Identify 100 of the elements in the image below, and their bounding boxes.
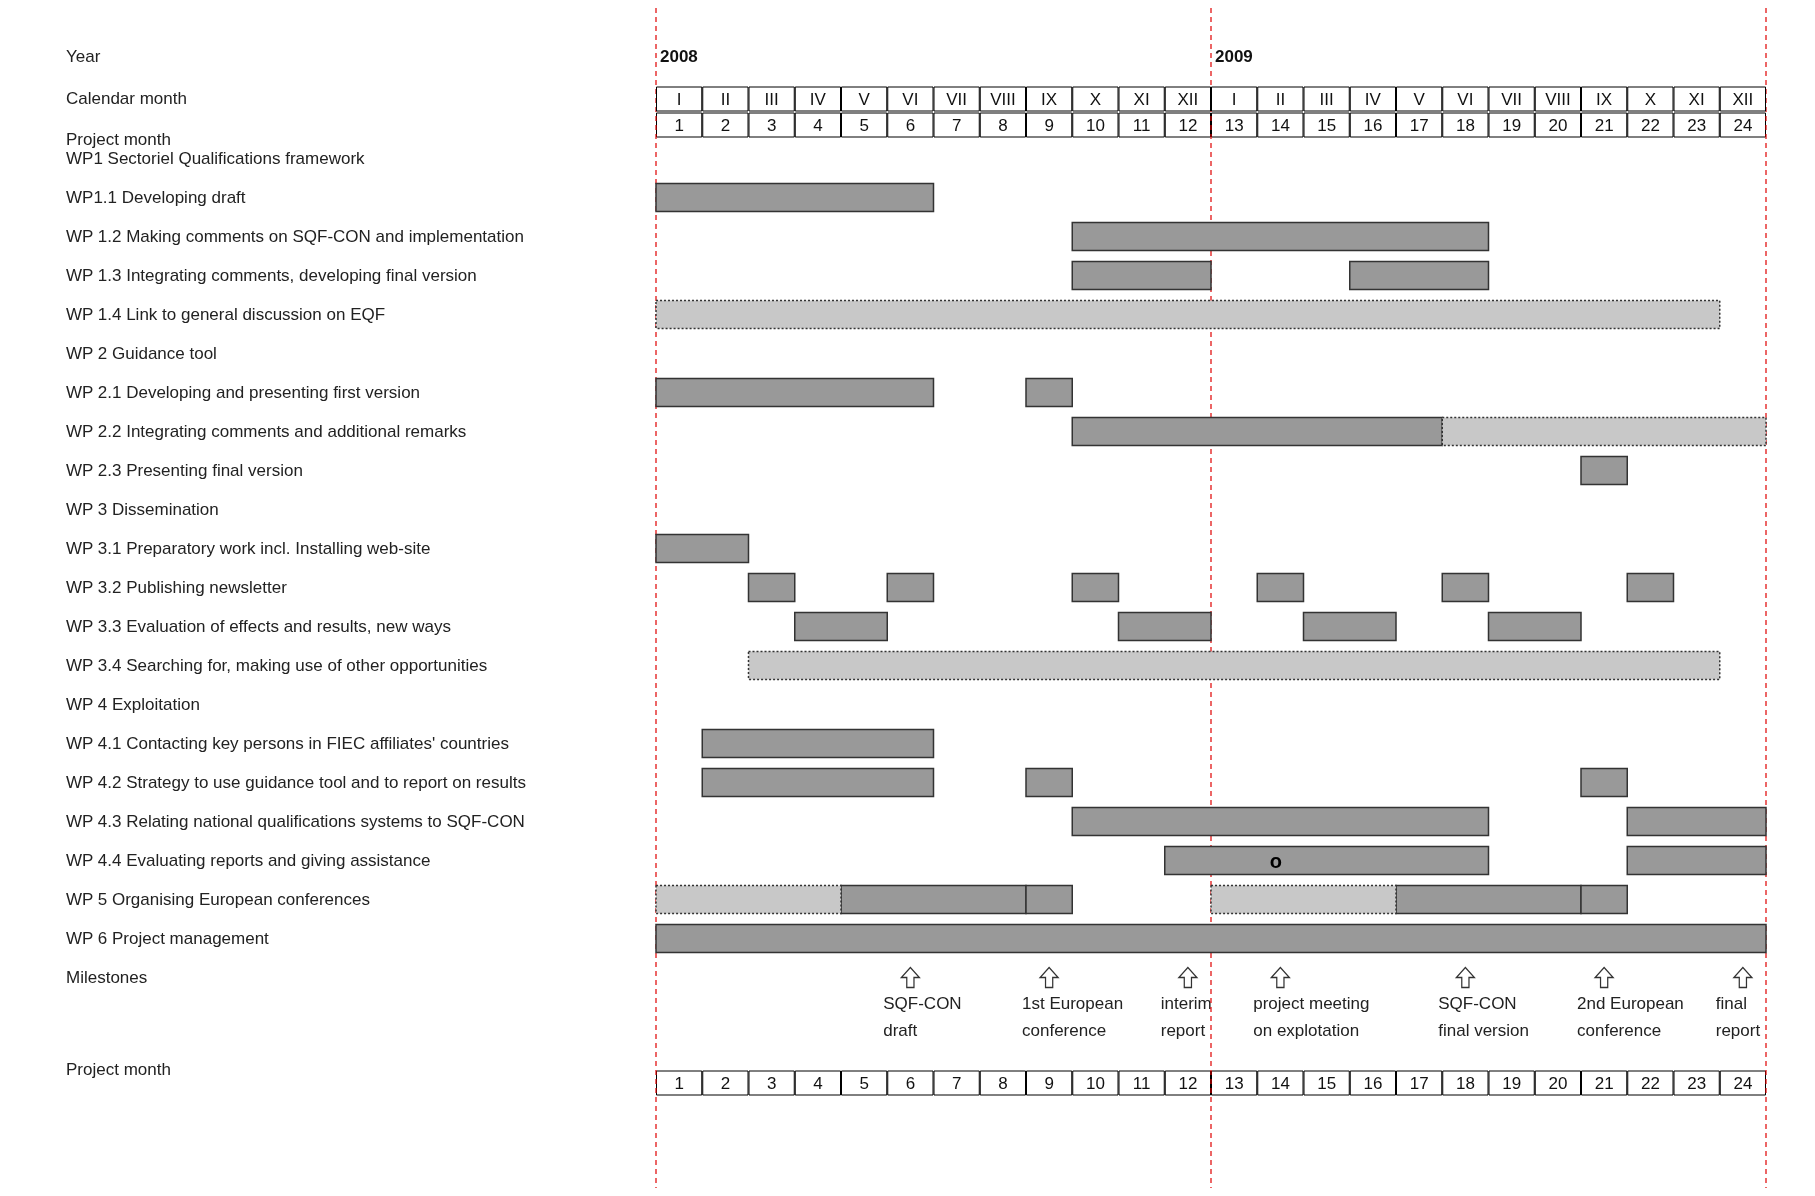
annotation: interim report xyxy=(1160,993,1212,1040)
x2-tick-label: 14 xyxy=(1270,1073,1290,1093)
y-tick-label: WP 2.2 Integrating comments and additional remarks xyxy=(66,422,467,441)
text: V xyxy=(1413,89,1426,109)
y-tick-label: WP 5 Organising European conferences xyxy=(66,890,370,909)
x2-axis-title: Project month xyxy=(66,129,171,149)
x-tick-label: 5 xyxy=(859,115,869,135)
bar xyxy=(886,572,935,603)
x-tick-label: 14 xyxy=(1270,115,1290,135)
x2-tick-label: 2 xyxy=(720,1073,731,1093)
bar xyxy=(1071,221,1490,252)
y-tick-label: WP 6 Project management xyxy=(66,929,270,948)
x-tick-label: 12 xyxy=(1178,115,1198,135)
bar xyxy=(1117,611,1212,642)
bar xyxy=(701,767,935,798)
x-tick-label: 20 xyxy=(1548,115,1568,135)
text: I xyxy=(1231,89,1237,109)
y-tick-label: WP 3.3 Evaluation of effects and results, new ways xyxy=(66,617,451,636)
x-tick-label: 17 xyxy=(1409,115,1429,135)
bar xyxy=(1626,806,1767,837)
text: V xyxy=(858,89,871,109)
y-tick-label: WP1.1 Developing draft xyxy=(66,188,246,207)
x2-tick-label: 18 xyxy=(1455,1073,1475,1093)
x-tick-label: 16 xyxy=(1363,115,1383,135)
annotation: 1st European conference xyxy=(1022,993,1124,1040)
x2-tick-label: 7 xyxy=(951,1073,962,1093)
text: VII xyxy=(1501,89,1523,109)
bar xyxy=(1071,572,1120,603)
y-tick-label: WP 3.4 Searching for, making use of other opportunities xyxy=(66,656,488,675)
text: VI xyxy=(1457,89,1474,109)
x2-tick-label: 15 xyxy=(1317,1073,1337,1093)
x2-tick-label: 19 xyxy=(1502,1073,1522,1093)
y-tick-label: WP 2 Guidance tool xyxy=(66,344,217,363)
text: VIII xyxy=(990,89,1016,109)
y-tick-label: WP 4 Exploitation xyxy=(66,695,200,714)
x-tick-label: 7 xyxy=(951,115,962,135)
bar xyxy=(655,182,935,213)
y-tick-label: WP 4.2 Strategy to use guidance tool and to report on results xyxy=(66,773,526,792)
y-tick-label: WP 4.4 Evaluating reports and giving assistance xyxy=(66,851,431,870)
bar xyxy=(1441,572,1490,603)
bar xyxy=(1302,611,1397,642)
annotation: o xyxy=(1269,849,1282,872)
y-tick-label: WP 2.1 Developing and presenting first version xyxy=(66,383,421,402)
x2-tick-label: 1 xyxy=(674,1073,684,1093)
x-tick-label: 6 xyxy=(905,115,916,135)
x2-tick-label: 20 xyxy=(1548,1073,1568,1093)
text: X xyxy=(1644,89,1657,109)
x-tick-label: 4 xyxy=(813,115,823,135)
x-tick-label: 23 xyxy=(1687,115,1707,135)
x2-tick-label: 24 xyxy=(1733,1073,1753,1093)
y-tick-label: WP 1.4 Link to general discussion on EQF xyxy=(66,305,386,324)
x2-tick-label: 11 xyxy=(1132,1073,1151,1093)
bar xyxy=(655,377,935,408)
y-tick-label: WP 3.1 Preparatory work incl. Installing web-site xyxy=(66,539,431,558)
bar xyxy=(1487,611,1582,642)
x-tick-label: 13 xyxy=(1224,115,1244,135)
bar xyxy=(655,533,750,564)
x-tick-label: 1 xyxy=(674,115,684,135)
y-tick-label: WP 1.3 Integrating comments, developing final version xyxy=(66,266,477,285)
x2-tick-label: 4 xyxy=(813,1073,823,1093)
text: 2009 xyxy=(1215,47,1253,66)
y-tick-label: WP 4.3 Relating national qualifications systems to SQF-CON xyxy=(66,812,525,831)
text: II xyxy=(720,89,731,109)
y-tick-label: WP 2.3 Presenting final version xyxy=(66,461,303,480)
y-tick-label: WP 1.2 Making comments on SQF-CON and implementation xyxy=(66,227,524,246)
text: IV xyxy=(1364,89,1382,109)
x-tick-label: 3 xyxy=(766,115,777,135)
annotation: SQF-CON draft xyxy=(883,993,962,1040)
x2-tick-label: 6 xyxy=(905,1073,916,1093)
text: XI xyxy=(1688,89,1705,109)
text: IX xyxy=(1596,89,1613,109)
text: Calendar month xyxy=(66,89,187,108)
annotation: project meeting on explotation xyxy=(1253,993,1370,1040)
x-tick-label: 11 xyxy=(1132,115,1151,135)
bar xyxy=(701,728,935,759)
bar xyxy=(1349,260,1490,291)
bar xyxy=(1580,767,1628,798)
bar xyxy=(747,572,796,603)
y-tick-label: WP 3 Dissemination xyxy=(66,500,219,519)
x-tick-label: 22 xyxy=(1640,115,1660,135)
bar xyxy=(1164,845,1490,876)
text: XI xyxy=(1133,89,1150,109)
x-tick-label: 8 xyxy=(998,115,1008,135)
text: XII xyxy=(1177,89,1199,109)
x-tick-label: 18 xyxy=(1455,115,1475,135)
y-tick-label: WP1 Sectoriel Qualifications framework xyxy=(66,149,366,168)
x2-tick-label: 10 xyxy=(1085,1073,1105,1093)
bar xyxy=(1025,767,1073,798)
x-tick-label: 10 xyxy=(1085,115,1105,135)
x2-tick-label: 9 xyxy=(1044,1073,1054,1093)
bar xyxy=(747,650,1721,681)
x2-tick-label: 22 xyxy=(1640,1073,1660,1093)
x-tick-label: 19 xyxy=(1502,115,1522,135)
x2-tick-label: 23 xyxy=(1687,1073,1707,1093)
bar xyxy=(1256,572,1305,603)
bar xyxy=(1626,572,1675,603)
bar xyxy=(655,299,1721,330)
text: X xyxy=(1089,89,1102,109)
x-tick-label: 9 xyxy=(1044,115,1054,135)
bar xyxy=(794,611,888,642)
